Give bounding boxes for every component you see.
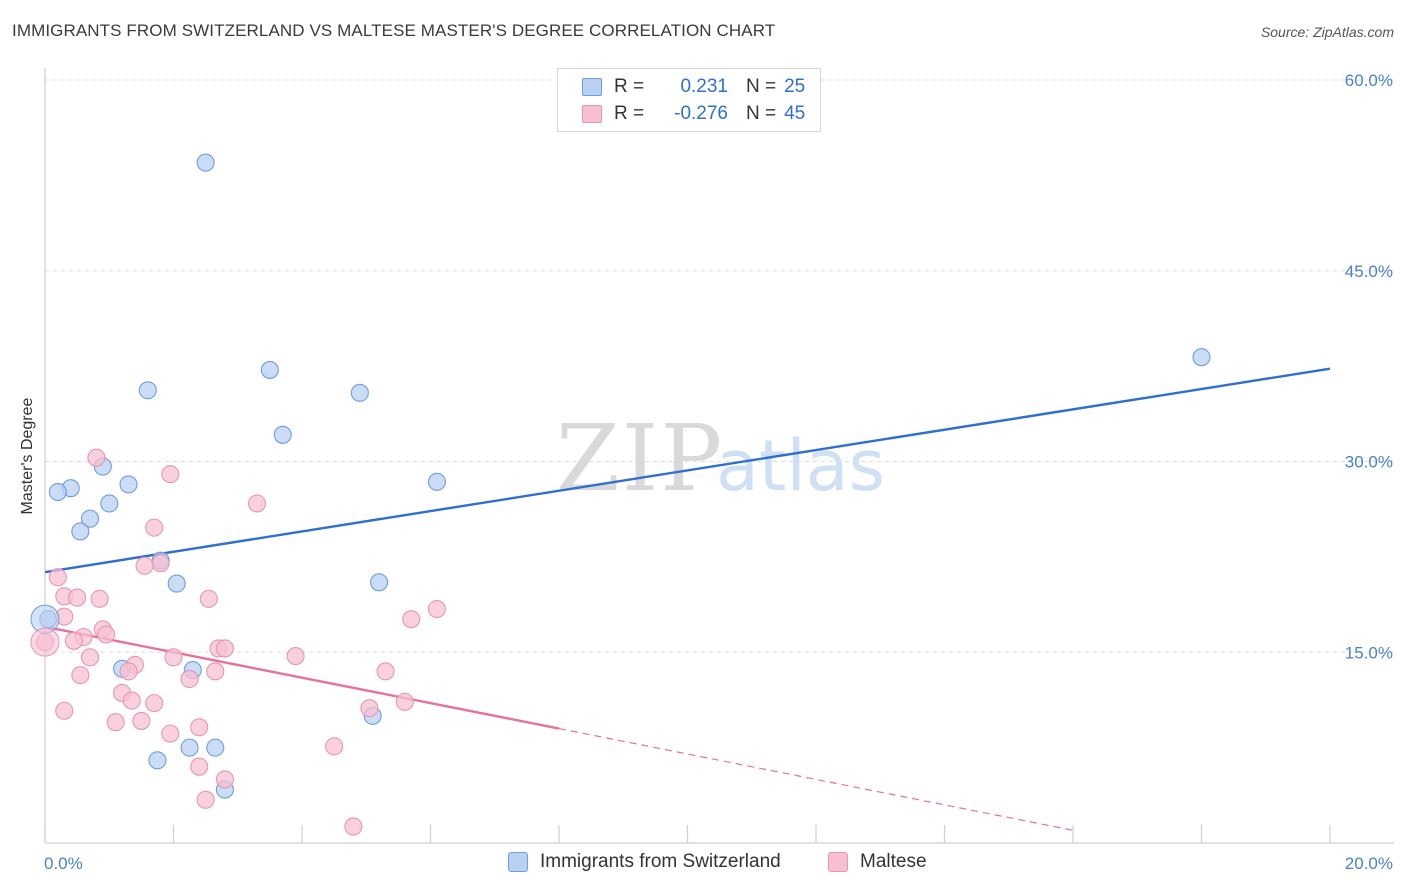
point-maltese <box>145 518 164 537</box>
point-switzerland <box>100 494 119 513</box>
legend-item-switzerland: Immigrants from Switzerland <box>508 851 781 873</box>
point-maltese <box>135 556 154 575</box>
point-switzerland <box>206 738 225 757</box>
point-maltese <box>132 711 151 730</box>
point-switzerland <box>350 383 369 402</box>
point-maltese <box>190 757 209 776</box>
point-maltese <box>196 790 215 809</box>
point-switzerland <box>138 381 157 400</box>
point-maltese <box>395 692 414 711</box>
point-switzerland <box>167 574 186 593</box>
x-tick-label: 0.0% <box>44 854 83 873</box>
point-switzerland <box>370 573 389 592</box>
correlation-legend: R = 0.231 N = 25 R = -0.276 N = 45 <box>557 68 821 132</box>
point-maltese <box>286 647 305 666</box>
svg-text:ZIP: ZIP <box>556 405 724 512</box>
series-legend: Immigrants from Switzerland Maltese <box>0 851 1406 877</box>
zipatlas-watermark: ZIP atlas <box>556 405 885 512</box>
legend-r-value: 0.231 <box>680 76 728 97</box>
point-maltese <box>145 694 164 713</box>
point-maltese <box>80 648 100 667</box>
data-points <box>30 153 1211 836</box>
legend-row-switzerland: R = 0.231 N = 25 <box>582 75 805 99</box>
point-maltese <box>106 713 125 732</box>
trend-lines <box>44 367 1331 831</box>
point-maltese <box>402 610 421 629</box>
chart-title: IMMIGRANTS FROM SWITZERLAND VS MALTESE M… <box>12 21 776 40</box>
point-switzerland <box>196 153 215 172</box>
point-maltese <box>96 625 116 644</box>
point-maltese <box>206 662 225 681</box>
point-maltese <box>64 631 83 650</box>
legend-item-maltese: Maltese <box>828 851 927 873</box>
point-maltese <box>215 770 234 789</box>
point-switzerland <box>260 360 279 379</box>
point-maltese <box>68 588 87 607</box>
point-maltese <box>360 699 379 718</box>
point-maltese <box>90 589 109 608</box>
blue-swatch-icon <box>582 78 602 96</box>
y-tick-label: 60.0% <box>1345 71 1393 90</box>
chart-source: Source: ZipAtlas.com <box>1260 24 1394 40</box>
legend-n-label: N = <box>746 103 777 124</box>
point-maltese <box>247 494 267 513</box>
point-maltese <box>55 701 74 720</box>
point-switzerland <box>427 472 446 491</box>
point-maltese-large <box>30 627 60 657</box>
legend-n-value: 45 <box>784 103 806 124</box>
trend-line-maltese <box>44 625 560 730</box>
point-maltese <box>344 817 363 836</box>
point-maltese <box>161 724 180 743</box>
point-maltese <box>71 666 90 685</box>
point-maltese <box>190 718 209 737</box>
grid-lines <box>45 79 1394 653</box>
point-maltese <box>376 662 395 681</box>
point-switzerland <box>119 475 138 494</box>
x-tick-label: 20.0% <box>1345 854 1393 873</box>
point-maltese <box>164 648 183 667</box>
point-maltese <box>122 691 141 710</box>
point-maltese <box>325 737 344 756</box>
legend-n-label: N = <box>746 76 777 97</box>
point-maltese <box>87 448 106 467</box>
point-maltese <box>180 669 199 689</box>
blue-square-icon <box>508 852 528 872</box>
tick-labels: 15.0% 30.0% 45.0% 60.0% 0.0% 20.0% <box>44 71 1393 873</box>
point-maltese <box>161 465 180 484</box>
legend-r-label: R = <box>614 103 645 124</box>
y-tick-label: 15.0% <box>1345 643 1393 662</box>
pink-square-icon <box>828 852 848 872</box>
axes <box>44 68 1394 844</box>
legend-r-value: -0.276 <box>674 103 728 124</box>
legend-label-switzerland: Immigrants from Switzerland <box>540 851 781 872</box>
point-maltese <box>48 568 67 587</box>
y-tick-label: 45.0% <box>1345 262 1393 281</box>
trend-line-maltese-extrapolated <box>558 727 1074 831</box>
point-switzerland <box>180 738 199 757</box>
point-maltese <box>427 599 446 619</box>
point-maltese <box>215 639 234 658</box>
svg-text:atlas: atlas <box>716 425 885 507</box>
point-switzerland <box>80 509 100 528</box>
pink-swatch-icon <box>582 105 602 123</box>
point-switzerland <box>273 425 292 444</box>
point-switzerland <box>148 751 167 770</box>
legend-r-label: R = <box>614 76 645 97</box>
point-maltese <box>199 589 218 608</box>
trend-line-switzerland <box>44 367 1331 574</box>
legend-label-maltese: Maltese <box>860 851 927 872</box>
point-switzerland <box>71 522 90 541</box>
legend-n-value: 25 <box>784 76 806 97</box>
point-switzerland <box>1192 348 1211 367</box>
point-switzerland <box>48 482 67 502</box>
point-maltese <box>151 554 170 573</box>
legend-row-maltese: R = -0.276 N = 45 <box>582 102 805 126</box>
y-tick-label: 30.0% <box>1345 453 1393 472</box>
point-maltese <box>119 662 138 681</box>
